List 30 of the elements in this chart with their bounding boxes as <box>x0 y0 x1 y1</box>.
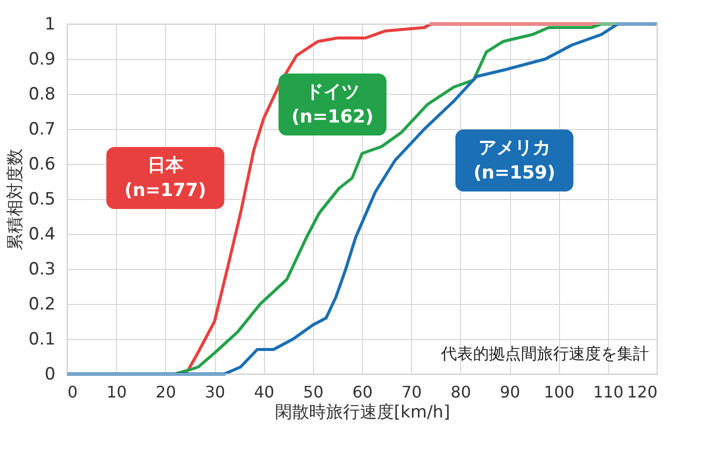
x-tick-label: 10 <box>106 382 127 402</box>
y-tick-label: 0.9 <box>28 50 56 70</box>
series-label: 日本 (n=177) <box>124 155 206 201</box>
x-tick-label: 100 <box>544 382 574 402</box>
x-tick-label: 110 <box>593 382 624 402</box>
y-tick-label: 0.8 <box>28 84 56 104</box>
y-tick-label: 0.4 <box>28 224 56 244</box>
x-axis-title: 閑散時旅行速度[km/h] <box>274 402 450 422</box>
series-label: ドイツ (n=162) <box>292 82 374 128</box>
x-tick-label: 20 <box>156 382 176 402</box>
x-tick-label: 90 <box>500 382 520 402</box>
x-tick-label: 30 <box>204 382 226 402</box>
y-tick-label: 1 <box>44 14 56 34</box>
x-tick-label: 120 <box>626 382 658 402</box>
x-tick-label: 40 <box>254 382 274 402</box>
y-tick-label: 0.3 <box>28 260 56 280</box>
y-tick-label: 0.6 <box>28 154 56 174</box>
x-tick-label: 60 <box>352 382 373 402</box>
text: アメリカ (n=159) <box>473 138 556 184</box>
x-tick-label: 70 <box>401 382 422 402</box>
y-tick-label: 0.5 <box>28 190 56 210</box>
y-tick-label: 0.1 <box>28 330 56 350</box>
x-tick-label: 0 <box>68 382 78 402</box>
y-tick-label: 0 <box>44 364 56 384</box>
y-tick-label: 0.2 <box>28 294 56 314</box>
annotation: 代表的拠点間旅行速度を集計 <box>440 344 649 363</box>
x-tick-label: 80 <box>450 382 472 402</box>
y-tick-label: 0.7 <box>28 120 56 140</box>
y-axis-title: 累積相対度数 <box>5 148 26 250</box>
x-tick-label: 50 <box>303 382 324 402</box>
